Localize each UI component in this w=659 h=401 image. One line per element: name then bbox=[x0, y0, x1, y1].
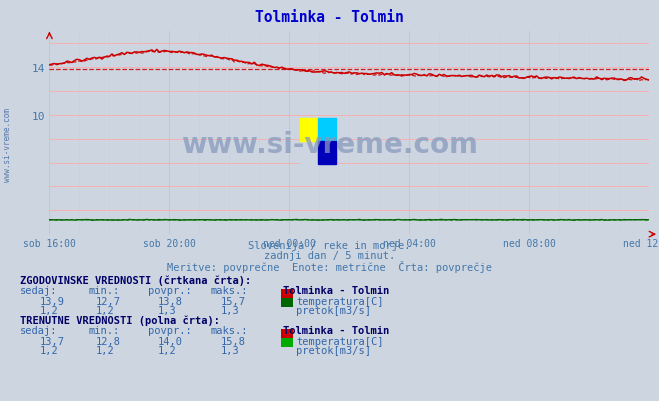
Text: 1,2: 1,2 bbox=[96, 305, 114, 315]
Text: 1,3: 1,3 bbox=[221, 345, 239, 355]
Text: pretok[m3/s]: pretok[m3/s] bbox=[296, 345, 371, 355]
Bar bbox=[318, 142, 336, 164]
Text: Slovenija / reke in morje.: Slovenija / reke in morje. bbox=[248, 241, 411, 251]
Text: temperatura[C]: temperatura[C] bbox=[296, 296, 384, 306]
Text: maks.:: maks.: bbox=[211, 286, 248, 296]
Text: ZGODOVINSKE VREDNOSTI (črtkana črta):: ZGODOVINSKE VREDNOSTI (črtkana črta): bbox=[20, 275, 251, 285]
Text: 1,2: 1,2 bbox=[40, 305, 58, 315]
Bar bbox=[300, 118, 318, 142]
Text: 1,2: 1,2 bbox=[96, 345, 114, 355]
Text: 1,2: 1,2 bbox=[158, 345, 177, 355]
Text: 13,7: 13,7 bbox=[40, 336, 65, 346]
Text: Meritve: povprečne  Enote: metrične  Črta: povprečje: Meritve: povprečne Enote: metrične Črta:… bbox=[167, 261, 492, 273]
Text: 12,7: 12,7 bbox=[96, 296, 121, 306]
Text: 12,8: 12,8 bbox=[96, 336, 121, 346]
Text: 13,9: 13,9 bbox=[40, 296, 65, 306]
Text: 15,8: 15,8 bbox=[221, 336, 246, 346]
Text: pretok[m3/s]: pretok[m3/s] bbox=[296, 305, 371, 315]
Text: TRENUTNE VREDNOSTI (polna črta):: TRENUTNE VREDNOSTI (polna črta): bbox=[20, 315, 219, 326]
Text: Tolminka - Tolmin: Tolminka - Tolmin bbox=[283, 286, 389, 296]
Bar bbox=[318, 118, 336, 142]
Text: www.si-vreme.com: www.si-vreme.com bbox=[3, 107, 13, 181]
Text: 1,3: 1,3 bbox=[158, 305, 177, 315]
Text: 14,0: 14,0 bbox=[158, 336, 183, 346]
Text: sedaj:: sedaj: bbox=[20, 326, 57, 336]
Text: 13,8: 13,8 bbox=[158, 296, 183, 306]
Text: 1,2: 1,2 bbox=[40, 345, 58, 355]
Text: povpr.:: povpr.: bbox=[148, 326, 192, 336]
Text: Tolminka - Tolmin: Tolminka - Tolmin bbox=[255, 10, 404, 25]
Text: povpr.:: povpr.: bbox=[148, 286, 192, 296]
Text: sedaj:: sedaj: bbox=[20, 286, 57, 296]
Text: min.:: min.: bbox=[89, 286, 120, 296]
Text: Tolminka - Tolmin: Tolminka - Tolmin bbox=[283, 326, 389, 336]
Text: min.:: min.: bbox=[89, 326, 120, 336]
Text: maks.:: maks.: bbox=[211, 326, 248, 336]
Text: 15,7: 15,7 bbox=[221, 296, 246, 306]
Text: zadnji dan / 5 minut.: zadnji dan / 5 minut. bbox=[264, 251, 395, 261]
Text: temperatura[C]: temperatura[C] bbox=[296, 336, 384, 346]
Text: www.si-vreme.com: www.si-vreme.com bbox=[181, 130, 478, 158]
Text: 1,3: 1,3 bbox=[221, 305, 239, 315]
